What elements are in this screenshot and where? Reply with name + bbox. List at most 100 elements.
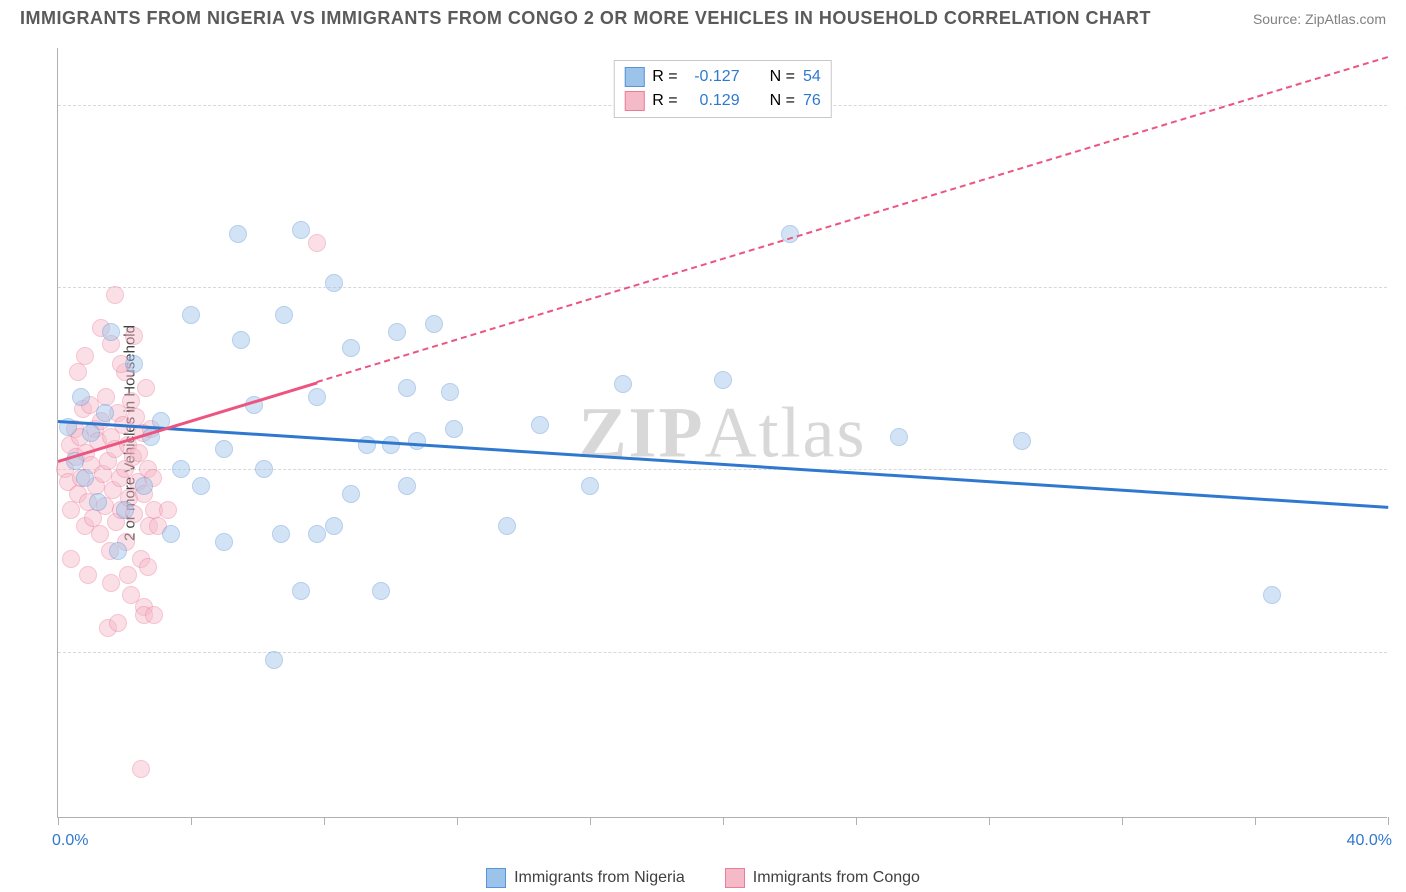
point-nigeria bbox=[408, 432, 426, 450]
point-congo bbox=[139, 558, 157, 576]
swatch-congo bbox=[624, 91, 644, 111]
stats-row-congo: R = 0.129 N = 76 bbox=[624, 89, 820, 113]
swatch-congo bbox=[725, 868, 745, 888]
point-congo bbox=[62, 501, 80, 519]
point-congo bbox=[76, 347, 94, 365]
point-congo bbox=[132, 760, 150, 778]
n-value-nigeria: 54 bbox=[803, 68, 821, 86]
point-nigeria bbox=[272, 525, 290, 543]
point-nigeria bbox=[96, 404, 114, 422]
point-nigeria bbox=[292, 582, 310, 600]
n-label: N = bbox=[770, 92, 795, 110]
point-nigeria bbox=[498, 517, 516, 535]
point-congo bbox=[159, 501, 177, 519]
x-tick bbox=[191, 817, 192, 825]
r-value-nigeria: -0.127 bbox=[686, 68, 740, 86]
x-tick bbox=[723, 817, 724, 825]
point-congo bbox=[62, 550, 80, 568]
point-nigeria bbox=[342, 485, 360, 503]
point-nigeria bbox=[890, 428, 908, 446]
point-nigeria bbox=[1013, 432, 1031, 450]
point-nigeria bbox=[232, 331, 250, 349]
point-congo bbox=[97, 388, 115, 406]
point-nigeria bbox=[135, 477, 153, 495]
point-nigeria bbox=[714, 371, 732, 389]
gridline-h bbox=[58, 652, 1387, 653]
point-nigeria bbox=[116, 501, 134, 519]
point-nigeria bbox=[382, 436, 400, 454]
plot-area: ZIPAtlas 2 or more Vehicles in Household… bbox=[57, 48, 1387, 818]
point-nigeria bbox=[398, 477, 416, 495]
point-congo bbox=[145, 606, 163, 624]
point-congo bbox=[69, 363, 87, 381]
point-nigeria bbox=[275, 306, 293, 324]
r-label: R = bbox=[652, 68, 677, 86]
x-tick bbox=[324, 817, 325, 825]
point-nigeria bbox=[441, 383, 459, 401]
chart-container: ZIPAtlas 2 or more Vehicles in Household… bbox=[57, 48, 1387, 818]
point-nigeria bbox=[89, 493, 107, 511]
point-nigeria bbox=[398, 379, 416, 397]
point-nigeria bbox=[76, 469, 94, 487]
point-congo bbox=[79, 566, 97, 584]
r-label: R = bbox=[652, 92, 677, 110]
swatch-nigeria bbox=[624, 67, 644, 87]
point-nigeria bbox=[425, 315, 443, 333]
point-nigeria bbox=[1263, 586, 1281, 604]
gridline-h bbox=[58, 287, 1387, 288]
point-nigeria bbox=[292, 221, 310, 239]
stats-legend: R = -0.127 N = 54 R = 0.129 N = 76 bbox=[613, 60, 831, 118]
legend-item-congo: Immigrants from Congo bbox=[725, 868, 920, 888]
point-nigeria bbox=[388, 323, 406, 341]
point-nigeria bbox=[172, 460, 190, 478]
x-tick bbox=[457, 817, 458, 825]
swatch-nigeria bbox=[486, 868, 506, 888]
legend-label-congo: Immigrants from Congo bbox=[753, 869, 920, 887]
source-label: Source: ZipAtlas.com bbox=[1253, 11, 1386, 27]
chart-title: IMMIGRANTS FROM NIGERIA VS IMMIGRANTS FR… bbox=[20, 8, 1151, 29]
stats-row-nigeria: R = -0.127 N = 54 bbox=[624, 65, 820, 89]
point-nigeria bbox=[255, 460, 273, 478]
point-nigeria bbox=[229, 225, 247, 243]
point-congo bbox=[308, 234, 326, 252]
point-nigeria bbox=[109, 542, 127, 560]
x-tick bbox=[1122, 817, 1123, 825]
point-congo bbox=[125, 327, 143, 345]
x-tick bbox=[58, 817, 59, 825]
point-nigeria bbox=[342, 339, 360, 357]
point-nigeria bbox=[372, 582, 390, 600]
point-nigeria bbox=[215, 533, 233, 551]
point-nigeria bbox=[215, 440, 233, 458]
point-nigeria bbox=[581, 477, 599, 495]
point-congo bbox=[137, 379, 155, 397]
point-nigeria bbox=[162, 525, 180, 543]
x-tick bbox=[590, 817, 591, 825]
point-congo bbox=[102, 574, 120, 592]
x-axis-min-label: 0.0% bbox=[52, 832, 88, 850]
legend-item-nigeria: Immigrants from Nigeria bbox=[486, 868, 685, 888]
x-tick bbox=[1388, 817, 1389, 825]
series-legend: Immigrants from Nigeria Immigrants from … bbox=[0, 868, 1406, 888]
point-congo bbox=[122, 392, 140, 410]
point-nigeria bbox=[182, 306, 200, 324]
n-label: N = bbox=[770, 68, 795, 86]
watermark-atlas: Atlas bbox=[705, 392, 867, 472]
point-nigeria bbox=[82, 424, 100, 442]
x-tick bbox=[1255, 817, 1256, 825]
point-nigeria bbox=[102, 323, 120, 341]
point-congo bbox=[106, 286, 124, 304]
point-nigeria bbox=[325, 274, 343, 292]
point-congo bbox=[91, 525, 109, 543]
point-nigeria bbox=[265, 651, 283, 669]
watermark: ZIPAtlas bbox=[578, 391, 866, 474]
x-axis-max-label: 40.0% bbox=[1347, 832, 1392, 850]
point-congo bbox=[109, 614, 127, 632]
point-nigeria bbox=[325, 517, 343, 535]
legend-label-nigeria: Immigrants from Nigeria bbox=[514, 869, 685, 887]
x-tick bbox=[856, 817, 857, 825]
x-tick bbox=[989, 817, 990, 825]
point-nigeria bbox=[192, 477, 210, 495]
point-nigeria bbox=[308, 388, 326, 406]
n-value-congo: 76 bbox=[803, 92, 821, 110]
point-congo bbox=[119, 566, 137, 584]
